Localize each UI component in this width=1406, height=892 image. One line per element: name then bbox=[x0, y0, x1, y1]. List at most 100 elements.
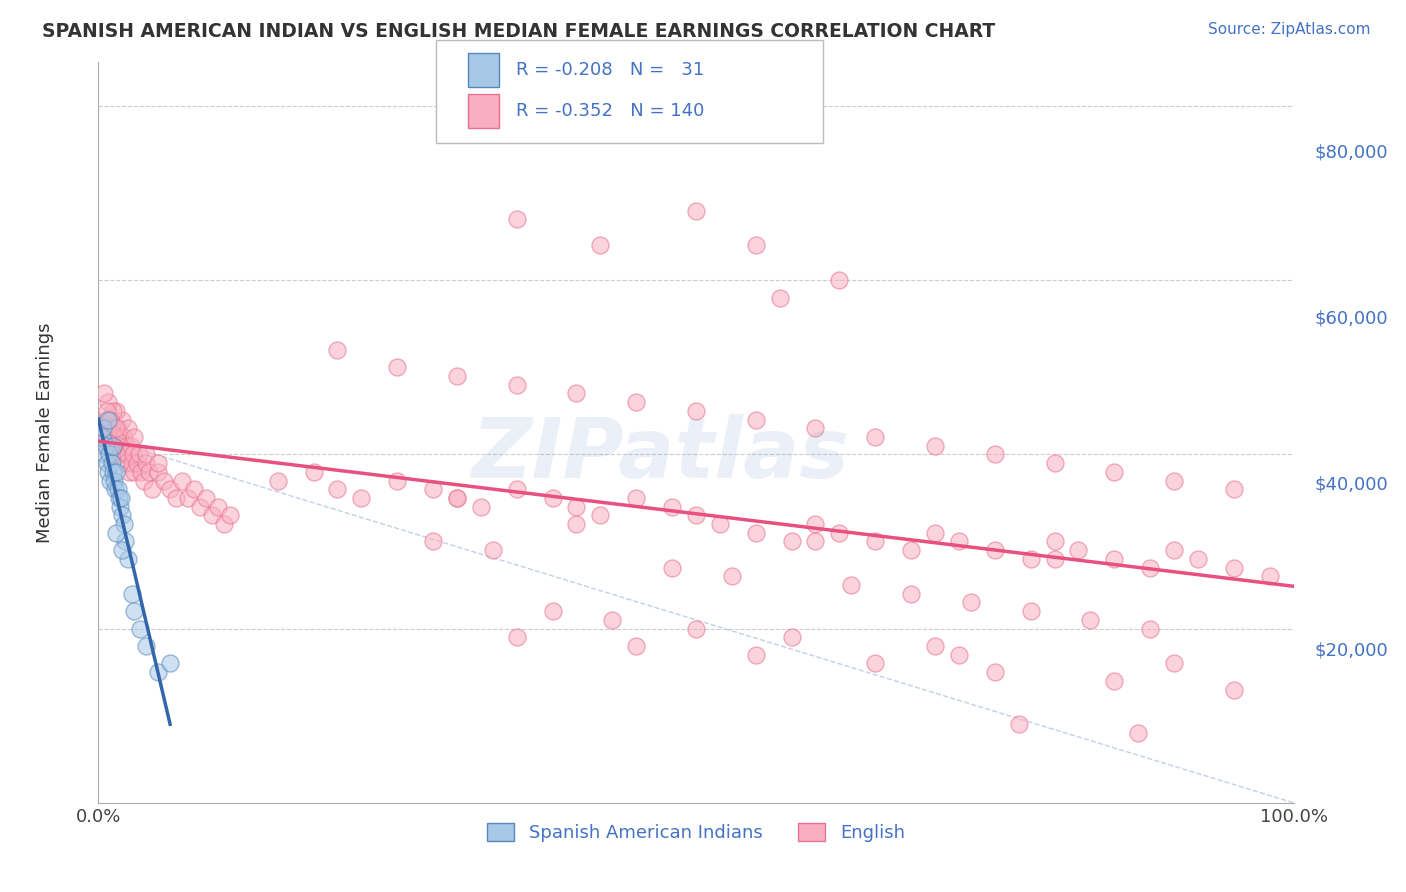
Point bbox=[117, 552, 139, 566]
Point bbox=[105, 404, 128, 418]
Point bbox=[326, 343, 349, 357]
Point bbox=[120, 439, 142, 453]
Point bbox=[98, 412, 122, 426]
Point bbox=[541, 491, 564, 505]
Point bbox=[183, 482, 205, 496]
Point bbox=[114, 447, 136, 461]
Point bbox=[124, 430, 146, 444]
Point bbox=[111, 543, 134, 558]
Text: $20,000: $20,000 bbox=[1315, 641, 1388, 659]
Point bbox=[1258, 569, 1281, 583]
Text: Source: ZipAtlas.com: Source: ZipAtlas.com bbox=[1208, 22, 1371, 37]
Point bbox=[138, 465, 160, 479]
Point bbox=[110, 491, 132, 505]
Point bbox=[541, 604, 564, 618]
Point bbox=[745, 238, 768, 252]
Point bbox=[350, 491, 373, 505]
Point bbox=[960, 595, 983, 609]
Point bbox=[685, 203, 707, 218]
Point bbox=[132, 474, 155, 488]
Point bbox=[115, 439, 138, 453]
Point bbox=[141, 482, 163, 496]
Point bbox=[626, 639, 648, 653]
Point bbox=[780, 630, 803, 644]
Point bbox=[1163, 474, 1185, 488]
Point bbox=[94, 439, 117, 453]
Point bbox=[948, 534, 970, 549]
Point bbox=[100, 456, 122, 470]
Point bbox=[105, 447, 128, 461]
Point bbox=[114, 534, 136, 549]
Point bbox=[589, 238, 612, 252]
Point bbox=[96, 404, 118, 418]
Point bbox=[589, 508, 612, 523]
Point bbox=[105, 465, 128, 479]
Point bbox=[121, 587, 143, 601]
Point bbox=[470, 500, 492, 514]
Point bbox=[1104, 552, 1126, 566]
Point bbox=[128, 447, 150, 461]
Point bbox=[1019, 552, 1042, 566]
Point bbox=[1223, 682, 1246, 697]
Point bbox=[118, 465, 141, 479]
Point bbox=[506, 377, 529, 392]
Point bbox=[93, 386, 115, 401]
Point bbox=[709, 517, 731, 532]
Point bbox=[201, 508, 224, 523]
Point bbox=[97, 395, 120, 409]
Point bbox=[103, 474, 125, 488]
Point bbox=[103, 421, 125, 435]
Point bbox=[153, 474, 176, 488]
Text: SPANISH AMERICAN INDIAN VS ENGLISH MEDIAN FEMALE EARNINGS CORRELATION CHART: SPANISH AMERICAN INDIAN VS ENGLISH MEDIA… bbox=[42, 22, 995, 41]
Text: ZIPatlas: ZIPatlas bbox=[471, 414, 849, 495]
Point bbox=[98, 474, 122, 488]
Point bbox=[107, 439, 129, 453]
Point bbox=[111, 508, 134, 523]
Point bbox=[124, 465, 146, 479]
Point bbox=[91, 421, 114, 435]
Point bbox=[125, 456, 148, 470]
Text: $60,000: $60,000 bbox=[1315, 310, 1388, 327]
Point bbox=[129, 622, 152, 636]
Point bbox=[105, 421, 128, 435]
Point bbox=[97, 412, 120, 426]
Point bbox=[107, 421, 129, 435]
Point bbox=[506, 212, 529, 227]
Point bbox=[96, 456, 118, 470]
Point bbox=[94, 412, 117, 426]
Point bbox=[302, 465, 325, 479]
Point bbox=[121, 456, 143, 470]
Point bbox=[685, 622, 707, 636]
Point bbox=[98, 439, 121, 453]
Point bbox=[565, 500, 588, 514]
Point bbox=[1043, 456, 1066, 470]
Legend: Spanish American Indians, English: Spanish American Indians, English bbox=[479, 815, 912, 849]
Point bbox=[267, 474, 290, 488]
Point bbox=[828, 273, 851, 287]
Point bbox=[148, 665, 170, 680]
Point bbox=[1163, 657, 1185, 671]
Point bbox=[828, 525, 851, 540]
Point bbox=[446, 369, 468, 384]
Point bbox=[326, 482, 349, 496]
Point bbox=[91, 421, 114, 435]
Point bbox=[1104, 673, 1126, 688]
Point bbox=[101, 439, 124, 453]
Point bbox=[117, 447, 139, 461]
Point bbox=[900, 587, 922, 601]
Point bbox=[804, 534, 827, 549]
Point bbox=[804, 421, 827, 435]
Point bbox=[188, 500, 211, 514]
Text: R = -0.352   N = 140: R = -0.352 N = 140 bbox=[516, 102, 704, 120]
Point bbox=[924, 439, 946, 453]
Point bbox=[745, 648, 768, 662]
Point bbox=[565, 386, 588, 401]
Point bbox=[135, 639, 157, 653]
Point bbox=[1223, 482, 1246, 496]
Point bbox=[1008, 717, 1031, 731]
Point bbox=[446, 491, 468, 505]
Point bbox=[602, 613, 624, 627]
Point bbox=[97, 421, 120, 435]
Point bbox=[159, 482, 181, 496]
Point bbox=[107, 482, 129, 496]
